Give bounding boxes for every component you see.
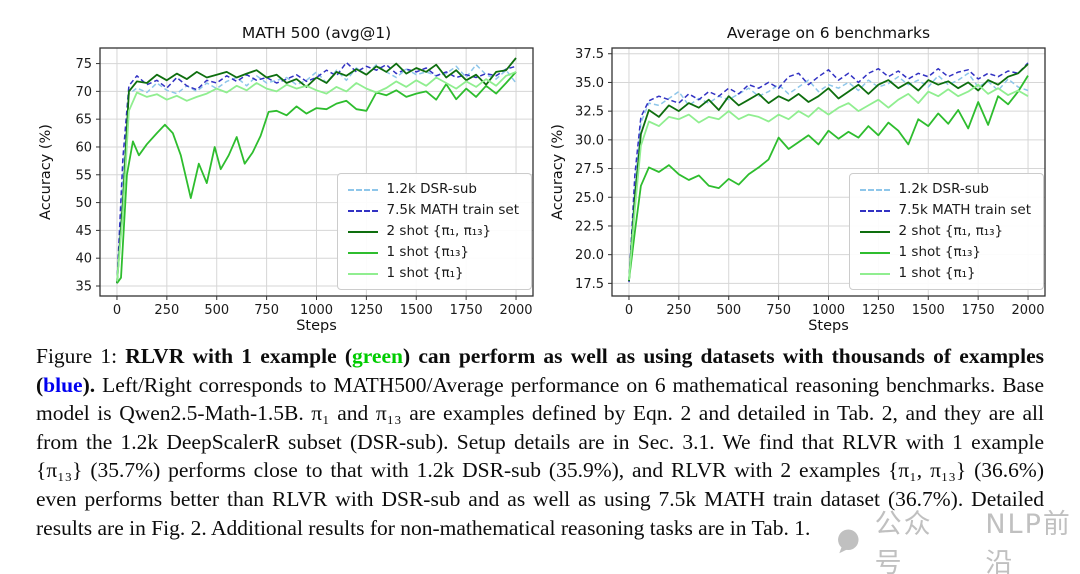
series-line-4 xyxy=(116,71,517,282)
x-tick-label: 250 xyxy=(154,303,179,318)
y-tick-label: 17.5 xyxy=(575,277,604,292)
series-line-3 xyxy=(116,71,517,284)
series-line-3 xyxy=(628,75,1029,281)
x-tick-label: 1500 xyxy=(912,303,945,318)
x-tick-label: 250 xyxy=(666,303,691,318)
series-line-4 xyxy=(628,83,1029,280)
series-line-2 xyxy=(628,63,1029,282)
x-tick-label: 1500 xyxy=(400,303,433,318)
y-tick-label: 45 xyxy=(75,224,92,239)
series-line-1 xyxy=(628,62,1029,283)
legend-label: 1.2k DSR-sub xyxy=(898,181,989,197)
y-tick-label: 65 xyxy=(75,113,92,128)
y-axis-label: Accuracy (%) xyxy=(550,124,566,220)
y-tick-label: 25.0 xyxy=(575,191,604,206)
y-tick-label: 70 xyxy=(75,85,92,100)
x-tick-label: 1000 xyxy=(300,303,333,318)
series-line-0 xyxy=(628,72,1029,280)
y-tick-label: 32.5 xyxy=(575,105,604,120)
chart-avg6-legend: 1.2k DSR-sub 7.5k MATH train set 2 shot {π… xyxy=(848,173,1044,290)
legend-label: 1.2k DSR-sub xyxy=(386,181,477,197)
x-tick-label: 1750 xyxy=(450,303,483,318)
y-axis-label: Accuracy (%) xyxy=(38,124,54,220)
legend-item-0: 1.2k DSR-sub xyxy=(859,181,1031,198)
legend-line-swatch xyxy=(347,230,378,233)
chart-avg6-benchmarks: 0 250 500 750 1000 1250 1500 1750 2000 17.5 20.0 22… xyxy=(546,6,1054,336)
x-tick-label: 750 xyxy=(766,303,791,318)
x-tick-label: 1750 xyxy=(962,303,995,318)
legend-item-2: 2 shot {π₁, π₁₃} xyxy=(859,223,1031,240)
y-tick-label: 75 xyxy=(75,57,92,72)
legend-item-1: 7.5k MATH train set xyxy=(859,202,1031,219)
series-line-1 xyxy=(116,61,517,284)
y-tick-label: 35 xyxy=(75,279,92,294)
x-tick-label: 500 xyxy=(716,303,741,318)
legend-label: 7.5k MATH train set xyxy=(386,202,519,218)
y-tick-label: 55 xyxy=(75,168,92,183)
chart-avg6-plot: 0 250 500 750 1000 1250 1500 1750 2000 17.5 20.0 22… xyxy=(550,24,1046,334)
figure-charts-row: 0 250 500 750 1000 1250 1500 1750 2000 35 40 45 50 55… xyxy=(34,6,1054,336)
legend-label: 1 shot {π₁} xyxy=(898,265,976,281)
x-tick-label: 750 xyxy=(254,303,279,318)
caption-segment: Figure 1: xyxy=(36,344,126,368)
y-tick-label: 22.5 xyxy=(575,219,604,234)
legend-label: 1 shot {π₁₃} xyxy=(386,244,469,260)
legend-line-swatch xyxy=(347,188,378,191)
chart-title: MATH 500 (avg@1) xyxy=(242,24,391,42)
chart-math500: 0 250 500 750 1000 1250 1500 1750 2000 35 40 45 50 55… xyxy=(34,6,542,336)
legend-label: 1 shot {π₁} xyxy=(386,265,464,281)
legend-item-1: 7.5k MATH train set xyxy=(347,202,519,219)
legend-line-swatch xyxy=(859,209,890,212)
series-line-0 xyxy=(116,63,517,282)
x-tick-label: 0 xyxy=(113,303,121,318)
legend-line-swatch xyxy=(859,272,890,275)
chart-math500-legend: 1.2k DSR-sub 7.5k MATH train set 2 shot {π… xyxy=(336,173,532,290)
caption-segment: ). xyxy=(82,372,96,397)
x-tick-label: 2000 xyxy=(1011,303,1044,318)
y-tick-label: 30.0 xyxy=(575,133,604,148)
chart-title: Average on 6 benchmarks xyxy=(727,24,930,42)
legend-label: 2 shot {π₁, π₁₃} xyxy=(898,223,1004,239)
caption-segment: green xyxy=(352,344,403,368)
legend-item-0: 1.2k DSR-sub xyxy=(347,181,519,198)
y-tick-label: 20.0 xyxy=(575,248,604,263)
y-tick-label: 35.0 xyxy=(575,76,604,91)
x-tick-label: 500 xyxy=(204,303,229,318)
x-tick-label: 2000 xyxy=(499,303,532,318)
legend-line-swatch xyxy=(347,251,378,254)
x-tick-label: 1000 xyxy=(812,303,845,318)
legend-line-swatch xyxy=(347,272,378,275)
legend-item-3: 1 shot {π₁₃} xyxy=(347,244,519,261)
figure-caption: Figure 1: RLVR with 1 example (green) ca… xyxy=(36,342,1044,542)
legend-line-swatch xyxy=(347,209,378,212)
caption-segment: Left/Right corresponds to MATH500/Averag… xyxy=(36,372,1044,540)
caption-segment: blue xyxy=(43,372,83,397)
y-tick-label: 40 xyxy=(75,252,92,267)
legend-label: 1 shot {π₁₃} xyxy=(898,244,981,260)
x-axis-label: Steps xyxy=(808,318,849,334)
caption-segment: ) can perform as well as using datasets … xyxy=(36,344,1044,397)
x-axis-label: Steps xyxy=(296,318,337,334)
y-tick-label: 50 xyxy=(75,196,92,211)
legend-line-swatch xyxy=(859,251,890,254)
legend-line-swatch xyxy=(859,188,890,191)
legend-item-3: 1 shot {π₁₃} xyxy=(859,244,1031,261)
y-tick-label: 60 xyxy=(75,140,92,155)
legend-label: 7.5k MATH train set xyxy=(898,202,1031,218)
legend-label: 2 shot {π₁, π₁₃} xyxy=(386,223,492,239)
x-tick-label: 0 xyxy=(625,303,633,318)
legend-item-4: 1 shot {π₁} xyxy=(347,265,519,282)
y-tick-label: 37.5 xyxy=(575,47,604,62)
caption-segment: RLVR with 1 example ( xyxy=(125,344,353,368)
legend-line-swatch xyxy=(859,230,890,233)
legend-item-4: 1 shot {π₁} xyxy=(859,265,1031,282)
x-tick-label: 1250 xyxy=(350,303,383,318)
legend-item-2: 2 shot {π₁, π₁₃} xyxy=(347,223,519,240)
x-tick-label: 1250 xyxy=(862,303,895,318)
series-line-2 xyxy=(116,57,517,284)
y-tick-label: 27.5 xyxy=(575,162,604,177)
